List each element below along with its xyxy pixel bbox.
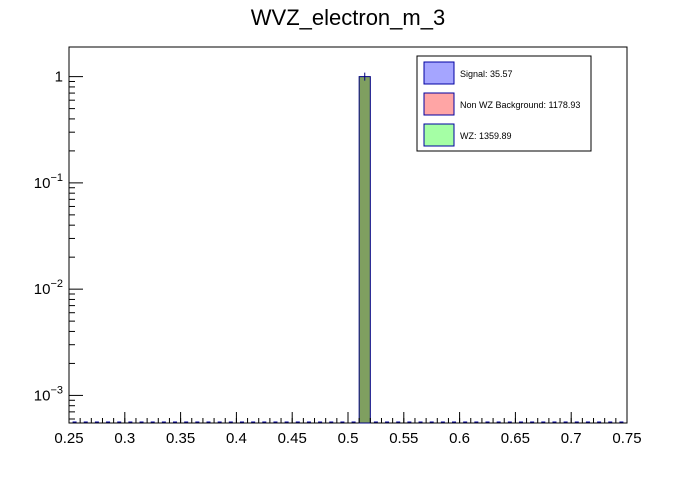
x-tick-label: 0.6 <box>449 430 470 447</box>
histogram-bars <box>72 72 624 424</box>
legend-swatch <box>423 92 455 116</box>
legend-swatch <box>423 61 455 85</box>
legend: Signal: 35.57 Non WZ Background: 1178.93 W… <box>416 55 592 152</box>
x-tick-label: 0.45 <box>278 430 307 447</box>
x-tick-label: 0.35 <box>166 430 195 447</box>
x-tick-label: 0.65 <box>501 430 530 447</box>
x-tick-label: 0.55 <box>389 430 418 447</box>
legend-swatch <box>423 123 455 147</box>
y-axis: 1 10−1 10−2 10−3 <box>34 69 83 420</box>
x-tick-label: 0.7 <box>561 430 582 447</box>
chart-title: WVZ_electron_m_3 <box>251 5 445 30</box>
y-tick-label: 1 <box>55 69 63 86</box>
x-tick-label: 0.5 <box>338 430 359 447</box>
y-tick-label: 10−2 <box>34 278 63 298</box>
legend-label: WZ: 1359.89 <box>460 131 512 141</box>
legend-label: Signal: 35.57 <box>460 69 513 79</box>
x-axis: 0.25 0.3 0.35 0.4 0.45 0.5 0.55 0.6 0.65 0.7 0.75 <box>54 412 642 447</box>
legend-label: Non WZ Background: 1178.93 <box>460 100 580 110</box>
x-tick-label: 0.25 <box>54 430 83 447</box>
x-tick-label: 0.75 <box>612 430 641 447</box>
y-tick-label: 10−1 <box>34 172 63 192</box>
x-tick-label: 0.4 <box>226 430 247 447</box>
histogram-bar-outline <box>358 76 371 424</box>
y-tick-label: 10−3 <box>34 384 63 404</box>
x-tick-label: 0.3 <box>114 430 135 447</box>
